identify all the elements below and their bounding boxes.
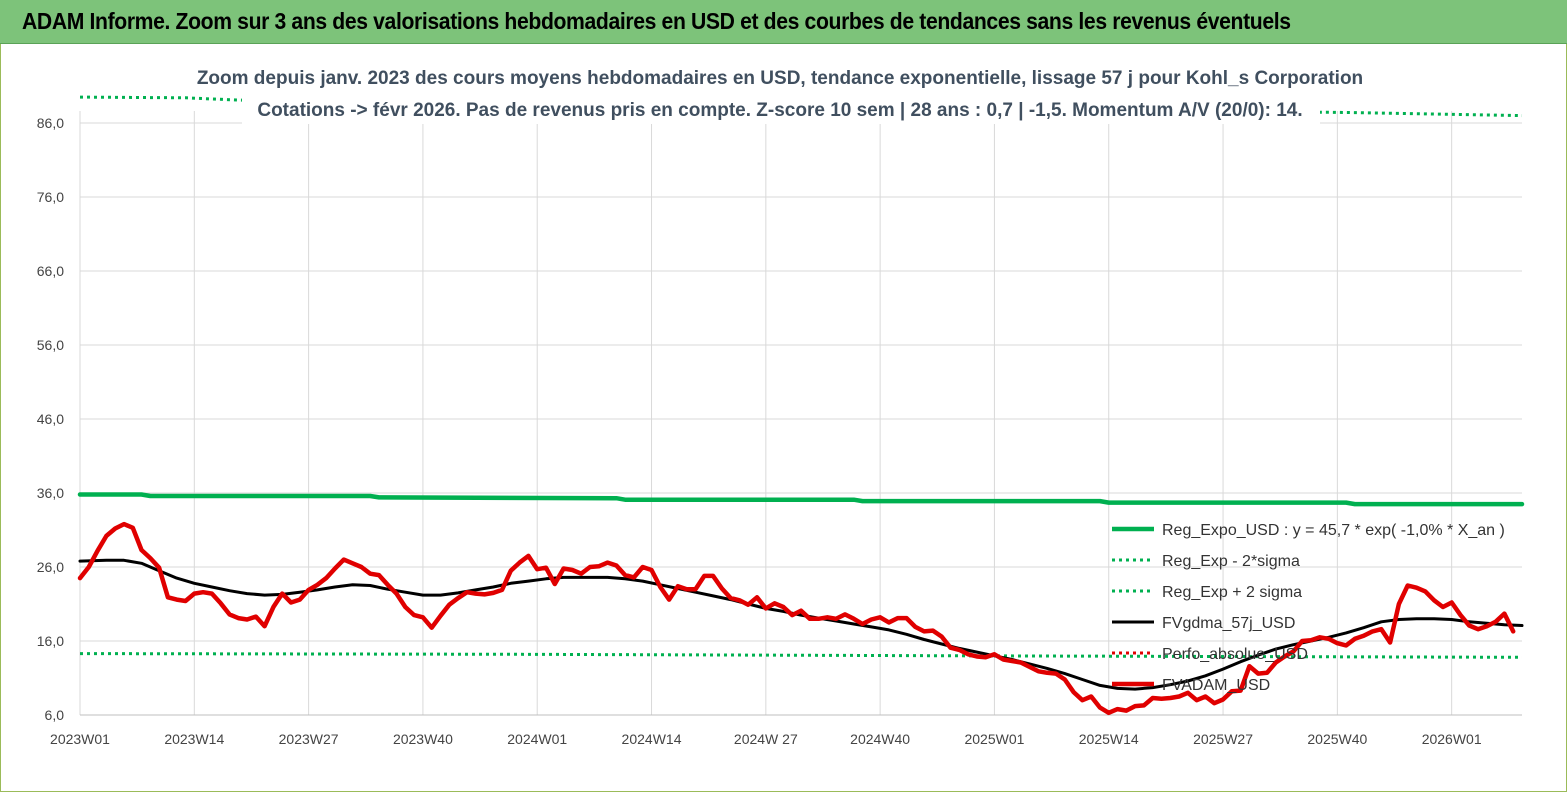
y-tick-label: 86,0 xyxy=(37,115,64,131)
y-tick-label: 36,0 xyxy=(37,485,64,501)
x-tick-label: 2024W14 xyxy=(622,731,682,747)
header-banner: ADAM Informe. Zoom sur 3 ans des valoris… xyxy=(0,0,1567,44)
x-tick-label: 2024W 27 xyxy=(734,731,798,747)
x-tick-label: 2025W14 xyxy=(1079,731,1139,747)
series-layer xyxy=(77,95,1525,716)
chart-subtitle: Cotations -> févr 2026. Pas de revenus p… xyxy=(257,100,1302,121)
x-tick-label: 2025W01 xyxy=(964,731,1024,747)
y-tick-label: 56,0 xyxy=(37,337,64,353)
title-background xyxy=(242,58,1320,124)
x-tick-label: 2023W14 xyxy=(164,731,224,747)
x-tick-label: 2023W27 xyxy=(279,731,339,747)
legend-label: Reg_Exp - 2*sigma xyxy=(1162,553,1300,570)
y-tick-label: 26,0 xyxy=(37,559,64,575)
y-tick-label: 46,0 xyxy=(37,411,64,427)
series-line-2 xyxy=(79,95,1523,118)
legend-label: FVADAM_USD xyxy=(1162,677,1270,694)
axes: 6,0 16,0 26,0 36,0 46,0 56,0 66,0 76,0 86,0 2023W… xyxy=(37,115,1522,747)
series-line-5 xyxy=(77,521,1516,716)
grid xyxy=(79,111,1522,716)
legend-label: FVgdma_57j_USD xyxy=(1162,615,1295,632)
legend-label: Reg_Expo_USD : y = 45,7 * exp( -1,0% * X… xyxy=(1162,522,1505,539)
x-tick-label: 2025W40 xyxy=(1307,731,1367,747)
x-tick-label: 2023W40 xyxy=(393,731,453,747)
x-tick-label: 2026W01 xyxy=(1422,731,1482,747)
legend: Reg_Expo_USD : y = 45,7 * exp( -1,0% * X… xyxy=(1112,522,1505,694)
banner-title: ADAM Informe. Zoom sur 3 ans des valoris… xyxy=(22,8,1291,34)
series-line-3 xyxy=(78,558,1524,691)
chart-title: Zoom depuis janv. 2023 des cours moyens … xyxy=(197,68,1363,89)
y-tick-label: 66,0 xyxy=(37,263,64,279)
legend-label: Perfo_absolue_USD xyxy=(1162,646,1308,663)
y-tick-label: 76,0 xyxy=(37,189,64,205)
series-line-0 xyxy=(77,492,1525,507)
legend-label: Reg_Exp + 2 sigma xyxy=(1162,584,1302,601)
y-tick-label: 6,0 xyxy=(45,707,65,723)
x-tick-label: 2024W01 xyxy=(507,731,567,747)
y-tick-label: 16,0 xyxy=(37,633,64,649)
x-tick-label: 2024W40 xyxy=(850,731,910,747)
x-tick-label: 2025W27 xyxy=(1193,731,1253,747)
x-tick-label: 2023W01 xyxy=(50,731,110,747)
